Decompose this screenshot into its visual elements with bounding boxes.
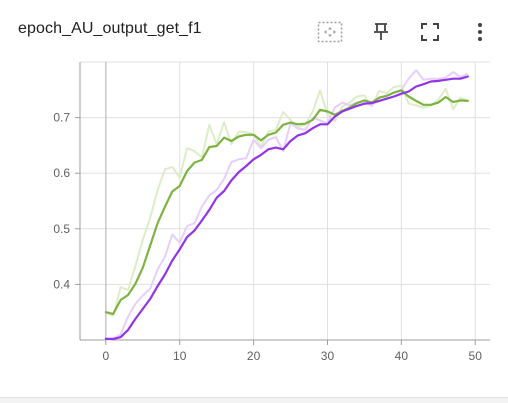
x-tick-label: 0	[103, 349, 110, 363]
y-tick-label: 0.4	[53, 277, 70, 291]
fullscreen-button[interactable]	[416, 18, 444, 46]
series-0-raw-line	[105, 84, 469, 318]
y-tick-label: 0.7	[53, 111, 70, 125]
series-0-smoothed-line	[104, 89, 469, 315]
series-1-raw-line	[105, 69, 469, 341]
more-vert-icon	[478, 23, 482, 41]
y-tick-label: 0.5	[53, 222, 70, 236]
x-tick-label: 10	[173, 349, 187, 363]
x-tick-label: 40	[395, 349, 409, 363]
x-tick-label: 20	[247, 349, 261, 363]
pin-button[interactable]	[367, 18, 395, 46]
fullscreen-icon	[421, 23, 439, 41]
card-title: epoch_AU_output_get_f1	[18, 20, 202, 37]
series-1-smoothed-line	[104, 75, 469, 340]
x-tick-label: 50	[469, 349, 483, 363]
fit-domain-icon	[317, 21, 343, 43]
line-chart[interactable]: 0 10 20 30 40 50 0.4 0.5 0.6 0.7	[0, 56, 508, 376]
y-tick-label: 0.6	[53, 166, 70, 180]
more-options-button[interactable]	[466, 18, 494, 46]
fit-domain-button[interactable]	[316, 18, 344, 46]
card-footer-divider	[0, 397, 508, 403]
pin-icon	[374, 23, 388, 40]
x-tick-label: 30	[321, 349, 335, 363]
